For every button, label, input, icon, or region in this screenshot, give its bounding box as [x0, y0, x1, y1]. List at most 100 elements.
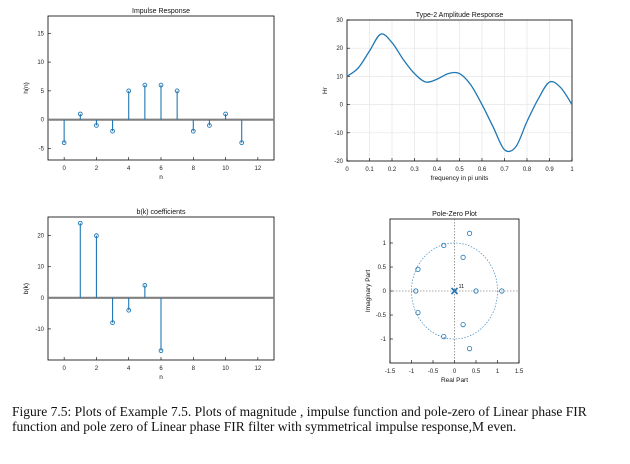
y-axis-label: h(n) [23, 82, 30, 94]
y-tick-label: 0 [41, 296, 45, 302]
chart-title: Pole-Zero Plot [432, 211, 477, 218]
x-tick-label: -0.5 [428, 369, 439, 375]
x-tick-label: 0.8 [523, 167, 532, 173]
y-tick-label: 20 [37, 234, 44, 240]
x-tick-label: -1.5 [385, 369, 396, 375]
y-tick-label: 0 [340, 103, 344, 109]
y-axis-label: b(k) [23, 283, 30, 294]
y-tick-label: 10 [37, 265, 44, 271]
impulse-response-plot: 0 2 4 6 8 10 12 -5 0 5 10 15 Impulse Response n h(n) [23, 8, 275, 181]
stem-marker [158, 348, 164, 354]
figure-caption: Figure 7.5: Plots of Example 7.5. Plots … [12, 404, 587, 434]
pole-zero-plot: -1.5 -1 -0.5 0 0.5 1 1.5 -1 -0.5 0 0.5 1 Pole-Zero P… [365, 211, 524, 384]
stem-marker [158, 82, 164, 88]
y-tick-label: -1 [381, 337, 387, 343]
stem-marker [142, 82, 148, 88]
stem-marker [223, 111, 228, 117]
x-tick-label: 0.5 [472, 369, 481, 375]
y-axis-label: Imaginary Part [365, 270, 372, 312]
y-tick-label: -0.5 [376, 313, 387, 319]
x-tick-label: 0 [62, 166, 66, 172]
x-axis-label: n [159, 374, 163, 381]
stem-marker [126, 307, 132, 313]
y-tick-label: 5 [41, 89, 45, 95]
stem-marker [94, 123, 99, 128]
zero-marker [499, 288, 505, 294]
zero-marker [466, 230, 473, 236]
stem-marker [207, 123, 212, 128]
x-tick-label: 0 [345, 167, 349, 173]
stem-marker [77, 220, 83, 226]
y-tick-label: -10 [35, 327, 44, 333]
x-tick-label: 2 [95, 366, 99, 372]
y-tick-label: 10 [336, 74, 343, 80]
x-tick-label: 0.4 [433, 167, 442, 173]
y-tick-label: -5 [39, 146, 45, 152]
x-tick-label: 0.1 [365, 167, 374, 173]
x-tick-label: 0.7 [500, 167, 509, 173]
x-tick-label: 12 [255, 366, 262, 372]
pole-marker [450, 287, 459, 295]
zero-marker [460, 321, 466, 328]
x-tick-label: 1.5 [515, 369, 524, 375]
x-tick-label: 4 [127, 366, 131, 372]
x-tick-label: 6 [159, 366, 163, 372]
stem-marker [94, 233, 99, 239]
x-tick-label: 1 [570, 167, 574, 173]
x-tick-label: 0.9 [545, 167, 554, 173]
unit-circle [411, 242, 498, 340]
zero-marker [466, 345, 473, 352]
zero-marker [441, 242, 447, 248]
chart-title: Type-2 Amplitude Response [416, 12, 504, 19]
x-tick-label: 0.3 [410, 167, 419, 173]
zero-marker [415, 309, 421, 316]
y-tick-label: -10 [334, 131, 343, 137]
y-tick-label: 1 [383, 241, 387, 247]
stem-marker [239, 140, 245, 146]
amplitude-line [346, 33, 573, 153]
x-axis-label: frequency in pi units [431, 175, 490, 182]
y-tick-label: 20 [336, 46, 343, 52]
x-tick-label: 2 [95, 166, 99, 172]
stem-marker [126, 88, 132, 94]
x-tick-label: 0.5 [455, 167, 464, 173]
chart-title: b(k) coefficients [137, 209, 186, 216]
x-tick-label: 8 [192, 366, 196, 372]
x-tick-label: 1 [496, 369, 500, 375]
x-tick-label: 8 [192, 166, 196, 172]
x-axis-label: n [159, 174, 163, 181]
stem-marker [77, 111, 83, 117]
y-axis-label: Hr [322, 86, 329, 94]
x-tick-label: 0.6 [478, 167, 487, 173]
x-tick-label: -1 [409, 369, 415, 375]
stem-marker [61, 140, 67, 146]
x-tick-label: 10 [222, 366, 229, 372]
x-tick-label: 6 [159, 166, 163, 172]
y-tick-label: 30 [336, 18, 343, 24]
zero-marker [413, 288, 419, 294]
y-tick-label: 0 [383, 289, 387, 295]
zero-marker [460, 254, 466, 260]
x-axis-label: Real Part [441, 377, 468, 384]
amplitude-response-plot: 0 0.1 0.2 0.3 0.4 0.5 0.6 0.7 0.8 0.9 1 -20 -10 0 10 20… [322, 12, 574, 182]
x-tick-label: 4 [127, 166, 131, 172]
x-tick-label: 0 [62, 366, 66, 372]
y-tick-label: 0.5 [378, 265, 387, 271]
y-tick-label: 15 [37, 31, 44, 37]
x-tick-label: 0 [453, 369, 457, 375]
stem-marker [110, 320, 115, 326]
y-tick-label: 0 [41, 118, 45, 124]
y-tick-label: -20 [334, 159, 343, 165]
x-tick-label: 0.2 [388, 167, 397, 173]
stem-marker [142, 283, 148, 288]
zero-marker [415, 266, 421, 272]
zero-marker [473, 288, 479, 294]
chart-title: Impulse Response [132, 8, 190, 15]
bk-coefficients-plot: 0 2 4 6 8 10 12 -10 0 10 20 b(k) coefficients n b(k) [23, 209, 275, 381]
y-tick-label: 10 [37, 60, 44, 66]
x-tick-label: 12 [255, 166, 262, 172]
stem-marker [190, 128, 196, 134]
stem-marker [110, 128, 115, 134]
zero-marker [441, 333, 447, 340]
